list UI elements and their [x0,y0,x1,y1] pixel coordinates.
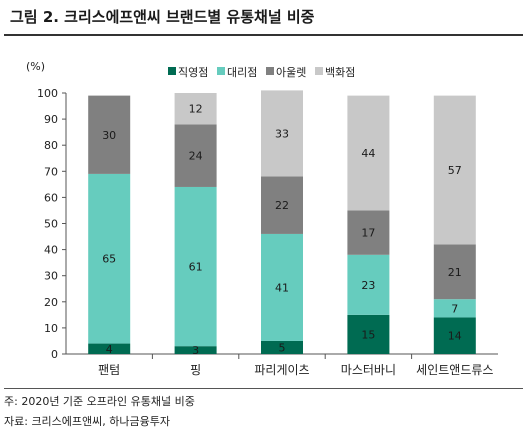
x-tick-label: 마스터바니 [341,363,396,377]
bar-segment [174,124,217,187]
data-label: 4 [106,343,113,356]
bar-segment [174,93,217,125]
bar-segment [347,254,390,315]
data-label: 23 [361,279,375,292]
data-label: 57 [448,164,462,177]
data-label: 17 [361,227,375,240]
legend-swatch [266,67,274,75]
y-tick-label: 50 [44,218,58,231]
bar-segment [433,244,476,300]
legend-label: 직영점 [178,66,208,79]
data-label: 15 [361,328,375,341]
data-label: 3 [192,344,199,357]
y-axis-unit: (%) [26,60,45,73]
data-label: 65 [102,253,116,266]
legend-label: 대리점 [227,66,257,79]
bar-segment [88,343,131,354]
data-label: 61 [189,261,203,274]
bar-segment [174,186,217,347]
legend-swatch [168,67,176,75]
source-note: 자료: 크리스에프앤씨, 하나금융투자 [4,415,170,428]
bar-segment [261,176,303,234]
x-tick-label: 세인트앤드류스 [416,363,493,377]
x-tick-label: 파리게이츠 [254,363,309,377]
data-label: 33 [275,127,289,140]
bar-segment [174,346,217,354]
legend-swatch [315,67,323,75]
data-label: 44 [361,147,375,160]
legend: 직영점 대리점 아울렛 백화점 [168,66,355,79]
chart-title: 그림 2. 크리스에프앤씨 브랜드별 유통채널 비중 [10,8,315,26]
y-tick-label: 70 [44,165,58,178]
legend-label: 백화점 [325,66,355,79]
data-label: 22 [275,199,289,212]
bar-segment [261,233,303,341]
y-tick-label: 0 [51,348,58,361]
stacked-bar-chart: (%) 직영점 대리점 아울렛 백화점 0102030405060708090100 … [26,60,498,377]
y-tick-label: 90 [44,113,58,126]
y-tick-label: 10 [44,322,58,335]
data-label: 41 [275,281,289,294]
x-tick-label: 팬텀 [98,363,120,377]
y-tick-label: 80 [44,139,58,152]
bar-segment [347,210,390,255]
bar-segment [261,340,303,354]
y-tick-label: 60 [44,191,58,204]
y-tick-label: 40 [44,244,58,257]
legend-label: 아울렛 [276,66,306,79]
bar-segment [433,317,476,354]
bar-segment [433,299,476,318]
footnote: 주: 2020년 기준 오프라인 유통채널 비중 [4,395,195,408]
y-tick-label: 30 [44,270,58,283]
x-axis: 팬텀 핑 파리게이츠 마스터바니 세인트앤드류스 [98,354,493,377]
bars: 4 65 30 3 61 24 12 5 41 22 33 15 23 17 44 14 7 21 57 [88,90,476,357]
data-label: 24 [189,150,203,163]
x-tick-label: 핑 [190,363,201,377]
title-rule [4,34,523,36]
y-tick-label: 100 [37,87,58,100]
bar-segment [88,95,131,174]
bar-segment [433,95,476,245]
y-axis: 0 10 20 30 40 50 60 70 80 90 100 [37,87,498,361]
bar-segment [347,314,390,354]
data-label: 7 [451,302,458,315]
data-label: 30 [102,129,116,142]
bar-segment [347,95,390,211]
bottom-rule [4,388,523,389]
data-label: 12 [189,103,203,116]
data-label: 21 [448,266,462,279]
legend-swatch [217,67,225,75]
data-label: 5 [279,341,286,354]
bar-segment [261,90,303,177]
data-label: 14 [448,330,462,343]
bar-segment [88,173,131,344]
y-tick-label: 20 [44,296,58,309]
